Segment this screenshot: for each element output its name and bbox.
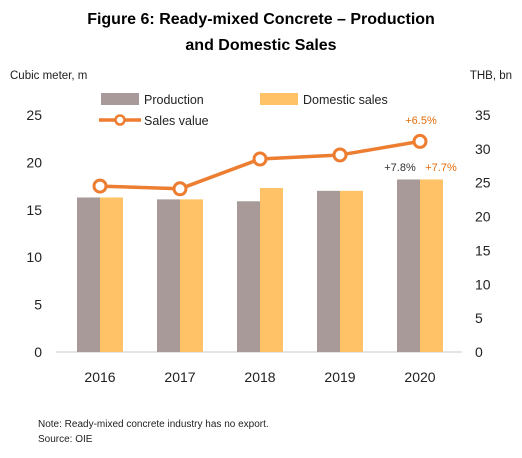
left-tick-label: 15 <box>26 202 42 218</box>
sales-value-series <box>92 133 428 197</box>
chart-title-line-2: and Domestic Sales <box>185 37 336 54</box>
sales-value-point-2016 <box>92 178 108 194</box>
left-tick-label: 10 <box>26 249 42 265</box>
legend-label-domestic-sales: Domestic sales <box>303 93 388 107</box>
left-tick-label: 25 <box>26 107 42 123</box>
bar-production-2020 <box>397 179 420 352</box>
annotation-value-2020: +6.5% <box>405 115 437 127</box>
annotation-production-2020: +7.8% <box>384 162 416 174</box>
x-tick-label-2018: 2018 <box>244 369 275 385</box>
legend: Production Domestic sales Sales value <box>99 93 388 128</box>
right-tick-label: 15 <box>475 242 491 258</box>
x-tick-label-2019: 2019 <box>324 369 355 385</box>
bar-production-2017 <box>157 199 180 352</box>
right-tick-label: 0 <box>475 344 483 360</box>
bar-domestic-sales-2019 <box>340 190 363 352</box>
legend-swatch-domestic-sales <box>260 93 298 105</box>
chart-note: Note: Ready-mixed concrete industry has … <box>38 419 269 430</box>
x-tick-label-2016: 2016 <box>84 369 115 385</box>
sales-value-point-2020 <box>412 133 428 149</box>
bar-domestic-sales-2016 <box>100 197 123 352</box>
bars <box>77 179 443 352</box>
right-axis-ticks: 0 5 10 15 20 25 30 35 <box>475 107 491 360</box>
right-tick-label: 25 <box>475 175 491 191</box>
right-axis-title: THB, bn <box>470 70 512 82</box>
legend-marker-sales-value <box>114 114 126 126</box>
legend-label-production: Production <box>144 93 204 107</box>
sales-value-point-2019 <box>332 147 348 163</box>
right-tick-label: 30 <box>475 141 491 157</box>
annotation-sales-2020: +7.7% <box>425 162 457 174</box>
x-tick-label-2020: 2020 <box>404 369 435 385</box>
right-tick-label: 20 <box>475 209 491 225</box>
sales-value-point-2018 <box>252 151 268 167</box>
bar-domestic-sales-2017 <box>180 199 203 352</box>
chart-source: Source: OIE <box>38 434 93 445</box>
x-axis-ticks: 2016 2017 2018 2019 2020 <box>84 369 435 385</box>
bar-domestic-sales-2020 <box>420 179 443 352</box>
legend-label-sales-value: Sales value <box>144 114 209 128</box>
x-tick-label-2017: 2017 <box>164 369 195 385</box>
right-tick-label: 5 <box>475 310 483 326</box>
bar-production-2016 <box>77 197 100 352</box>
chart-title-line-1: Figure 6: Ready-mixed Concrete – Product… <box>87 11 435 28</box>
left-axis-ticks: 0 5 10 15 20 25 <box>26 107 42 360</box>
sales-value-point-2017 <box>172 181 188 197</box>
left-tick-label: 0 <box>34 344 42 360</box>
left-tick-label: 5 <box>34 297 42 313</box>
left-axis-title: Cubic meter, m <box>10 70 87 82</box>
bar-production-2019 <box>317 190 340 352</box>
left-tick-label: 20 <box>26 154 42 170</box>
bar-domestic-sales-2018 <box>260 187 283 352</box>
legend-swatch-production <box>101 93 139 105</box>
bar-production-2018 <box>237 201 260 352</box>
right-tick-label: 10 <box>475 276 491 292</box>
right-tick-label: 35 <box>475 107 491 123</box>
